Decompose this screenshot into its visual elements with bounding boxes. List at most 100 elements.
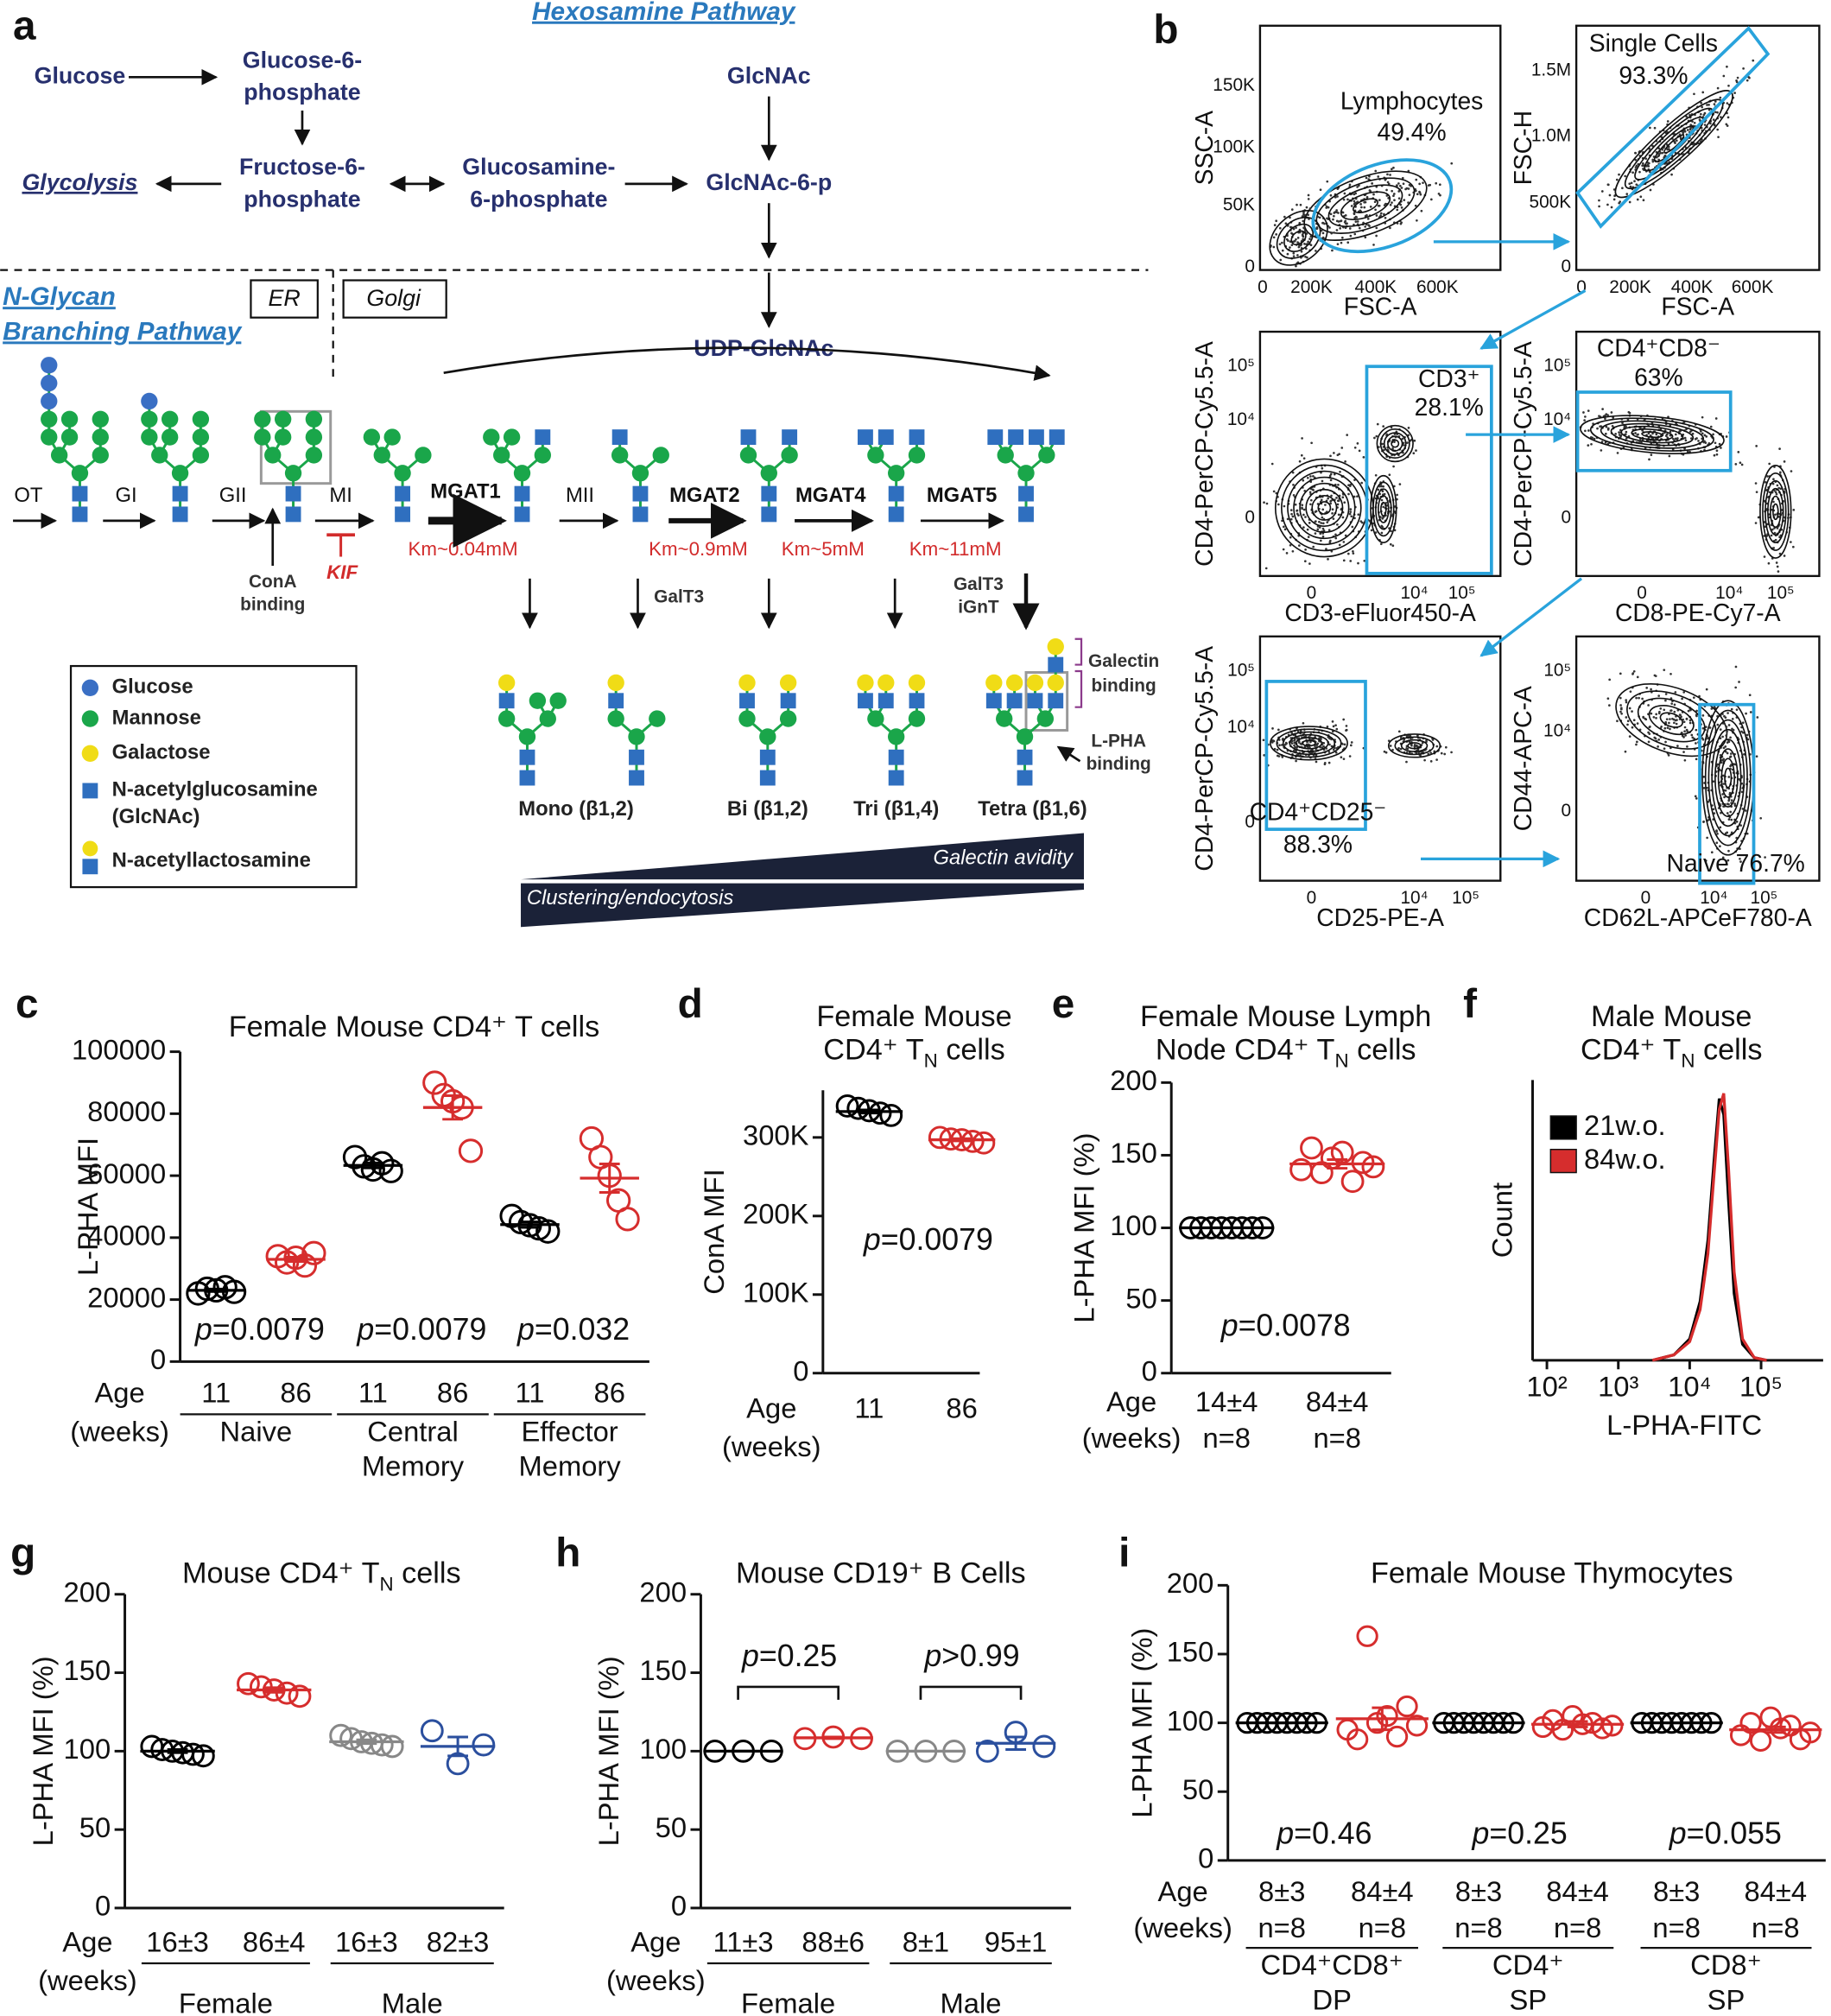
event-dot: [1364, 236, 1367, 239]
event-dot: [1302, 234, 1304, 238]
label: 0: [1245, 257, 1255, 276]
event-dot: [1263, 754, 1266, 757]
event-dot: [1329, 502, 1332, 505]
event-dot: [1726, 102, 1729, 105]
event-dot: [1407, 187, 1410, 190]
event-dot: [1382, 425, 1385, 428]
event-dot: [1741, 721, 1745, 725]
label: (weeks): [606, 1964, 706, 1996]
glycan-circle: [264, 447, 282, 464]
p-rest: =0.032: [535, 1313, 630, 1347]
event-dot: [1641, 697, 1644, 701]
event-dot: [1777, 570, 1780, 573]
event-dot: [1372, 244, 1375, 246]
event-dot: [1778, 536, 1781, 539]
event-dot: [1633, 180, 1636, 183]
event-dot: [1334, 751, 1338, 754]
glycan-circle: [759, 728, 776, 745]
event-dot: [1302, 238, 1304, 241]
event-dot: [1598, 205, 1600, 208]
event-dot: [1272, 245, 1276, 249]
glycan-square: [395, 506, 411, 523]
label: 28.1%: [1415, 393, 1484, 421]
data-point: [283, 1246, 308, 1271]
event-dot: [1676, 745, 1679, 747]
label: Count: [1486, 1182, 1517, 1258]
event-dot: [1337, 499, 1340, 503]
data-point: [1376, 1705, 1398, 1728]
glycan-circle: [383, 428, 401, 446]
event-dot: [1321, 522, 1325, 525]
event-dot: [1686, 730, 1689, 733]
event-dot: [1307, 536, 1310, 538]
glycan-square: [739, 693, 755, 709]
label: n=8: [1454, 1911, 1503, 1943]
glycan-square: [1027, 693, 1043, 709]
label: 50: [1125, 1282, 1156, 1314]
event-dot: [1681, 697, 1683, 701]
event-dot: [1644, 717, 1647, 720]
event-dot: [1682, 751, 1685, 753]
event-dot: [1391, 748, 1394, 751]
event-dot: [1739, 824, 1742, 827]
highlight-box: [259, 409, 333, 485]
p-value: p=0.46: [1276, 1816, 1372, 1851]
event-dot: [1678, 713, 1682, 716]
event-dot: [1332, 725, 1335, 728]
glycan-circle: [60, 428, 79, 446]
glycan-circle: [631, 465, 649, 482]
event-dot: [1742, 67, 1745, 70]
event-dot: [1721, 774, 1725, 777]
glycan-circle: [779, 674, 797, 692]
event-dot: [1621, 187, 1624, 190]
event-dot: [1614, 433, 1617, 435]
event-dot: [1732, 728, 1735, 732]
event-dot: [1652, 715, 1656, 719]
event-dot: [1735, 836, 1739, 840]
label: 95±1: [985, 1925, 1048, 1957]
event-dot: [1374, 473, 1378, 477]
event-dot: [1281, 241, 1283, 244]
glycan-circle: [1016, 728, 1034, 745]
event-dot: [1739, 860, 1742, 863]
event-dot: [1321, 535, 1325, 538]
glycan-circle: [539, 710, 556, 727]
label: Memory: [518, 1450, 621, 1482]
label: 8±3: [1653, 1875, 1700, 1907]
event-dot: [1306, 476, 1309, 479]
event-dot: [1604, 432, 1607, 435]
event-dot: [1349, 510, 1353, 513]
label: 200K: [743, 1197, 809, 1229]
event-dot: [1707, 108, 1711, 111]
label: 86±4: [243, 1925, 306, 1957]
event-dot: [1376, 422, 1379, 426]
event-dot: [1722, 746, 1726, 750]
event-dot: [1666, 148, 1669, 151]
event-dot: [1770, 534, 1773, 537]
event-dot: [1379, 212, 1383, 215]
event-dot: [1400, 206, 1403, 209]
glycan-circle: [867, 447, 884, 464]
event-dot: [1265, 502, 1269, 505]
event-dot: [1642, 199, 1645, 202]
event-dot: [1263, 501, 1265, 504]
gate: [1575, 25, 1771, 229]
event-dot: [1334, 533, 1337, 536]
event-dot: [1649, 126, 1651, 130]
event-dot: [1695, 758, 1698, 761]
event-dot: [1353, 203, 1356, 206]
event-dot: [1727, 849, 1730, 853]
event-dot: [1670, 702, 1674, 706]
contour: [1724, 767, 1733, 789]
contour: [1270, 726, 1348, 761]
event-dot: [1450, 162, 1454, 165]
event-dot: [1778, 552, 1782, 555]
glycan-circle: [394, 465, 411, 482]
event-dot: [1735, 79, 1738, 82]
p-value: p=0.0079: [356, 1313, 486, 1347]
glycan-circle: [50, 447, 68, 464]
label: N-acetyllactosamine: [112, 849, 311, 872]
event-dot: [1601, 408, 1604, 410]
event-dot: [1309, 475, 1312, 478]
title-part: Mouse CD4⁺ T: [182, 1556, 380, 1589]
